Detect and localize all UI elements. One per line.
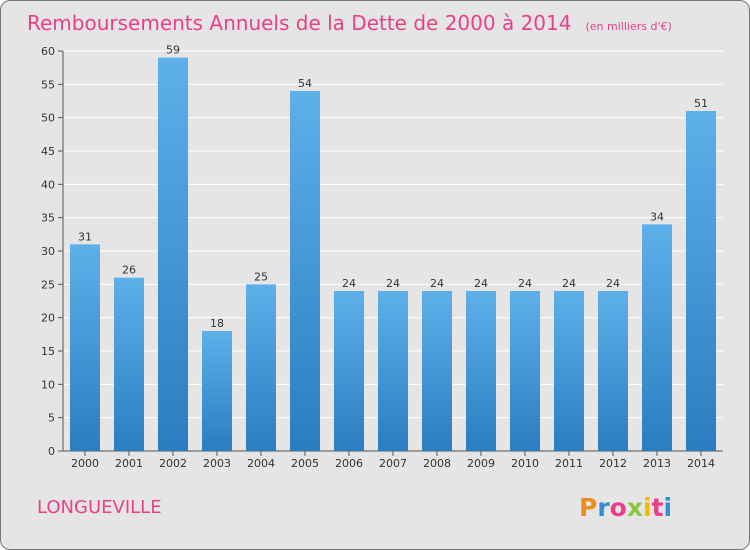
y-tick-label: 60: [41, 45, 55, 58]
value-label: 24: [474, 277, 488, 290]
bar-2000: [70, 244, 100, 451]
bar-2004: [246, 284, 276, 451]
y-tick-labels: 0 5 10 15 20 25 30 35 40 45 50 55 60: [41, 45, 55, 458]
value-label: 24: [562, 277, 576, 290]
bar-2009: [466, 291, 496, 451]
y-tick-label: 0: [48, 445, 55, 458]
value-label: 26: [122, 264, 136, 277]
chart-title-group: Remboursements Annuels de la Dette de 20…: [27, 11, 672, 35]
value-label: 24: [518, 277, 532, 290]
chart-title: Remboursements Annuels de la Dette de 20…: [27, 11, 571, 35]
logo-letter: P: [579, 493, 597, 522]
logo-letter: t: [652, 493, 664, 522]
y-tick-label: 50: [41, 112, 55, 125]
bar-2012: [598, 291, 628, 451]
y-tick-label: 10: [41, 378, 55, 391]
value-labels: 31 26 59 18 25 54 24 24 24 24 24 24 24 34 51: [78, 44, 708, 330]
x-tick-label: 2014: [687, 457, 715, 470]
x-tick-label: 2002: [159, 457, 187, 470]
x-tick-label: 2010: [511, 457, 539, 470]
bar-2014: [686, 111, 716, 451]
y-tick-label: 15: [41, 345, 55, 358]
value-label: 59: [166, 44, 180, 57]
logo-letter: x: [627, 493, 643, 522]
y-tick-label: 35: [41, 212, 55, 225]
bar-2011: [554, 291, 584, 451]
bars: [70, 57, 716, 452]
bar-2006: [334, 291, 364, 451]
value-label: 24: [430, 277, 444, 290]
x-tick-label: 2005: [291, 457, 319, 470]
bar-2005: [290, 91, 320, 451]
y-tick-label: 40: [41, 178, 55, 191]
logo-letter: i: [664, 493, 673, 522]
x-tick-label: 2009: [467, 457, 495, 470]
logo-letter: o: [610, 493, 627, 522]
bar-2002: [158, 57, 188, 452]
bar-2001: [114, 277, 144, 451]
y-tick-label: 45: [41, 145, 55, 158]
x-tick-label: 2004: [247, 457, 275, 470]
bar-2013: [642, 224, 672, 451]
y-tick-label: 20: [41, 312, 55, 325]
bar-2007: [378, 291, 408, 451]
value-label: 34: [650, 210, 664, 223]
value-label: 54: [298, 77, 312, 90]
logo-letter: r: [597, 493, 610, 522]
value-label: 24: [386, 277, 400, 290]
x-tick-label: 2000: [71, 457, 99, 470]
value-label: 24: [606, 277, 620, 290]
commune-name: LONGUEVILLE: [37, 497, 162, 518]
bar-2010: [510, 291, 540, 451]
y-tick-label: 55: [41, 78, 55, 91]
value-label: 51: [694, 97, 708, 110]
x-tick-label: 2012: [599, 457, 627, 470]
logo-letter: i: [643, 493, 652, 522]
x-tick-label: 2006: [335, 457, 363, 470]
y-tick-label: 25: [41, 278, 55, 291]
value-label: 31: [78, 230, 92, 243]
x-tick-labels: 2000 2001 2002 2003 2004 2005 2006 2007 2008 2009…: [71, 457, 715, 470]
value-label: 24: [342, 277, 356, 290]
x-tick-label: 2008: [423, 457, 451, 470]
x-tick-label: 2003: [203, 457, 231, 470]
bar-2003: [202, 331, 232, 451]
proxiti-logo: Proxiti: [579, 493, 672, 522]
value-label: 25: [254, 270, 268, 283]
x-tick-label: 2001: [115, 457, 143, 470]
x-tick-label: 2013: [643, 457, 671, 470]
y-tick-label: 5: [48, 412, 55, 425]
chart-subtitle: (en milliers d'€): [585, 20, 671, 33]
x-tick-label: 2011: [555, 457, 583, 470]
value-label: 18: [210, 317, 224, 330]
x-tick-label: 2007: [379, 457, 407, 470]
bar-2008: [422, 291, 452, 451]
y-tick-label: 30: [41, 245, 55, 258]
